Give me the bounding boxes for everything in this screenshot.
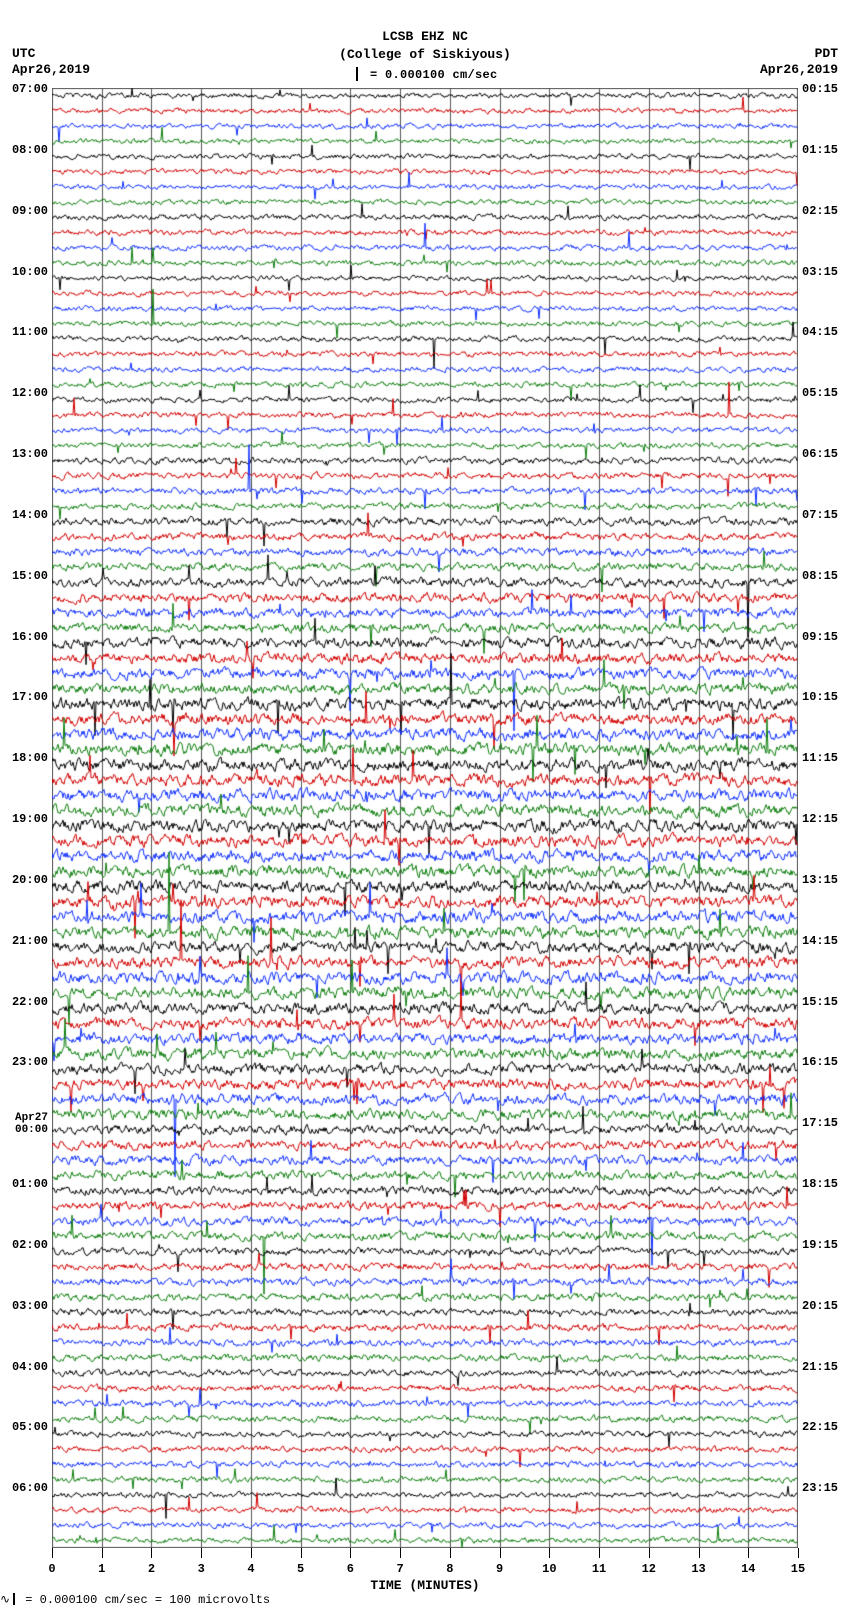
x-tick: 3 xyxy=(186,1562,216,1576)
y-label-left: 17:00 xyxy=(8,690,48,704)
y-label-left: Apr2700:00 xyxy=(8,1112,48,1136)
x-tick: 11 xyxy=(584,1562,614,1576)
x-tick: 15 xyxy=(783,1562,813,1576)
y-label-right: 16:15 xyxy=(802,1055,846,1069)
y-label-left: 07:00 xyxy=(8,82,48,96)
y-label-right: 01:15 xyxy=(802,143,846,157)
x-axis-title: TIME (MINUTES) xyxy=(52,1578,798,1593)
y-label-left: 12:00 xyxy=(8,386,48,400)
y-label-right: 08:15 xyxy=(802,569,846,583)
date-label-left: Apr26,2019 xyxy=(12,62,90,77)
y-label-right: 09:15 xyxy=(802,630,846,644)
date-label-right: Apr26,2019 xyxy=(760,62,838,77)
x-tick: 6 xyxy=(335,1562,365,1576)
title-station: LCSB EHZ NC xyxy=(0,28,850,46)
scale-legend: = 0.000100 cm/sec xyxy=(0,67,850,83)
chart-title: LCSB EHZ NC (College of Siskiyous) = 0.0… xyxy=(0,0,850,83)
tz-label-right: PDT xyxy=(815,46,838,61)
trace-canvas xyxy=(52,88,798,1548)
y-label-right: 20:15 xyxy=(802,1299,846,1313)
y-label-left: 09:00 xyxy=(8,204,48,218)
footnote: ∿ = 0.000100 cm/sec = 100 microvolts xyxy=(0,1592,270,1607)
y-label-left: 14:00 xyxy=(8,508,48,522)
tz-label-left: UTC xyxy=(12,46,35,61)
x-tick: 1 xyxy=(87,1562,117,1576)
y-label-right: 11:15 xyxy=(802,751,846,765)
y-label-left: 04:00 xyxy=(8,1360,48,1374)
y-label-left: 21:00 xyxy=(8,934,48,948)
x-tick: 8 xyxy=(435,1562,465,1576)
x-tick: 4 xyxy=(236,1562,266,1576)
x-tick: 2 xyxy=(136,1562,166,1576)
y-label-left: 18:00 xyxy=(8,751,48,765)
y-label-left: 22:00 xyxy=(8,995,48,1009)
y-label-right: 14:15 xyxy=(802,934,846,948)
x-tick: 0 xyxy=(37,1562,67,1576)
y-label-right: 05:15 xyxy=(802,386,846,400)
y-label-right: 22:15 xyxy=(802,1420,846,1434)
y-label-left: 01:00 xyxy=(8,1177,48,1191)
y-label-right: 13:15 xyxy=(802,873,846,887)
y-label-left: 06:00 xyxy=(8,1481,48,1495)
y-label-right: 00:15 xyxy=(802,82,846,96)
y-label-right: 19:15 xyxy=(802,1238,846,1252)
y-label-right: 06:15 xyxy=(802,447,846,461)
scale-bar-icon xyxy=(356,67,358,81)
y-label-right: 23:15 xyxy=(802,1481,846,1495)
y-label-right: 10:15 xyxy=(802,690,846,704)
x-tick: 13 xyxy=(684,1562,714,1576)
y-label-right: 15:15 xyxy=(802,995,846,1009)
y-label-right: 07:15 xyxy=(802,508,846,522)
y-label-right: 04:15 xyxy=(802,325,846,339)
seismogram-plot: 07:0000:1508:0001:1509:0002:1510:0003:15… xyxy=(52,88,798,1548)
y-label-left: 16:00 xyxy=(8,630,48,644)
y-label-left: 20:00 xyxy=(8,873,48,887)
y-label-left: 13:00 xyxy=(8,447,48,461)
x-tick: 14 xyxy=(733,1562,763,1576)
footnote-text: = 0.000100 cm/sec = 100 microvolts xyxy=(18,1593,270,1607)
y-label-right: 12:15 xyxy=(802,812,846,826)
x-tick: 10 xyxy=(534,1562,564,1576)
y-label-left: 15:00 xyxy=(8,569,48,583)
y-label-left: 10:00 xyxy=(8,265,48,279)
y-label-right: 03:15 xyxy=(802,265,846,279)
scale-value: = 0.000100 cm/sec xyxy=(362,68,497,82)
y-label-left: 02:00 xyxy=(8,1238,48,1252)
y-label-right: 21:15 xyxy=(802,1360,846,1374)
x-tick: 9 xyxy=(485,1562,515,1576)
x-tick: 5 xyxy=(286,1562,316,1576)
y-label-left: 19:00 xyxy=(8,812,48,826)
y-label-left: 23:00 xyxy=(8,1055,48,1069)
y-label-right: 02:15 xyxy=(802,204,846,218)
y-label-right: 18:15 xyxy=(802,1177,846,1191)
y-label-right: 17:15 xyxy=(802,1116,846,1130)
x-axis: TIME (MINUTES) 0123456789101112131415 xyxy=(52,1548,798,1588)
title-location: (College of Siskiyous) xyxy=(0,46,850,64)
y-label-left: 08:00 xyxy=(8,143,48,157)
y-label-left: 05:00 xyxy=(8,1420,48,1434)
x-tick: 12 xyxy=(634,1562,664,1576)
scale-bar-icon xyxy=(13,1593,15,1605)
y-label-left: 03:00 xyxy=(8,1299,48,1313)
x-tick: 7 xyxy=(385,1562,415,1576)
y-label-left: 11:00 xyxy=(8,325,48,339)
